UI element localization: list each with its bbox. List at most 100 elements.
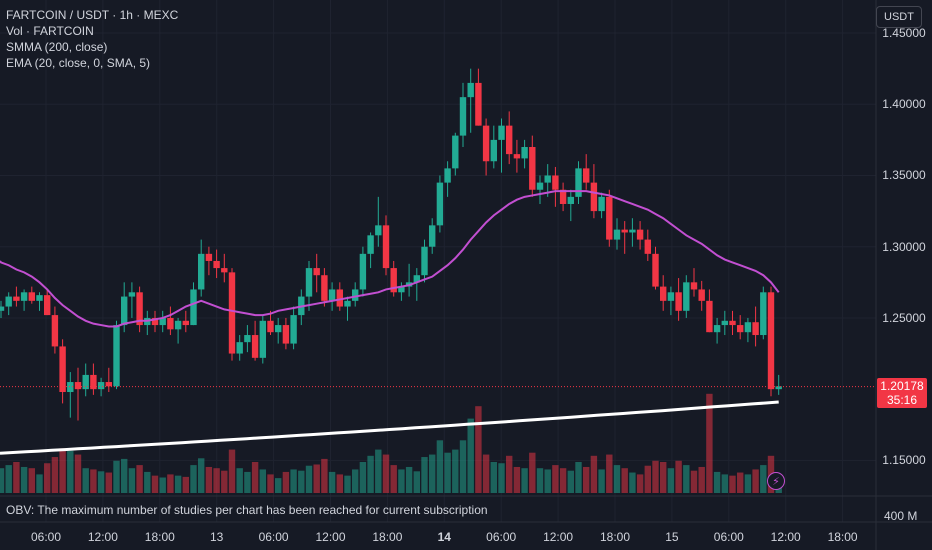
candle[interactable] — [429, 218, 436, 254]
candle[interactable] — [690, 268, 698, 297]
candle[interactable] — [59, 339, 66, 404]
candle[interactable] — [198, 239, 205, 297]
candle[interactable] — [452, 132, 459, 176]
candle[interactable] — [760, 286, 767, 340]
candle[interactable] — [236, 335, 243, 361]
candle[interactable] — [413, 268, 420, 301]
candle[interactable] — [590, 164, 598, 219]
candle[interactable] — [613, 218, 621, 250]
candle[interactable] — [513, 139, 521, 173]
candle[interactable] — [405, 263, 413, 297]
candle[interactable] — [213, 249, 220, 279]
candle[interactable] — [367, 232, 374, 269]
candle[interactable] — [444, 161, 451, 197]
candle[interactable] — [167, 306, 174, 336]
candle[interactable] — [737, 315, 744, 340]
lightning-icon[interactable]: ⚡ — [767, 472, 785, 490]
volume-study-label[interactable]: Vol · FARTCOIN — [6, 24, 94, 38]
candle[interactable] — [752, 306, 759, 347]
candle[interactable] — [5, 292, 12, 316]
candle[interactable] — [44, 289, 51, 316]
currency-button[interactable]: USDT — [876, 6, 922, 28]
candle[interactable] — [521, 139, 528, 169]
candle[interactable] — [151, 310, 159, 333]
candle[interactable] — [398, 282, 405, 301]
candle[interactable] — [328, 282, 336, 311]
candle[interactable] — [536, 175, 544, 204]
candle[interactable] — [28, 286, 35, 304]
candle[interactable] — [606, 189, 613, 247]
candle[interactable] — [629, 218, 636, 247]
smma-study-label[interactable]: SMMA (200, close) — [6, 40, 108, 54]
candle[interactable] — [544, 164, 551, 197]
candle[interactable] — [713, 317, 721, 344]
candle[interactable] — [174, 317, 182, 344]
candle[interactable] — [636, 221, 644, 250]
candle[interactable] — [321, 268, 328, 307]
candle[interactable] — [359, 246, 367, 297]
candle[interactable] — [305, 260, 313, 311]
candle[interactable] — [482, 118, 490, 176]
candle[interactable] — [706, 289, 713, 333]
candle[interactable] — [105, 367, 112, 393]
candle[interactable] — [683, 275, 690, 318]
candle[interactable] — [352, 282, 359, 307]
candle[interactable] — [113, 320, 120, 390]
candle[interactable] — [90, 363, 97, 395]
candle[interactable] — [13, 286, 20, 307]
candle[interactable] — [598, 192, 605, 219]
candle[interactable] — [559, 182, 567, 212]
candle[interactable] — [336, 282, 343, 311]
candle[interactable] — [575, 161, 582, 204]
candle[interactable] — [275, 317, 282, 344]
ema-study-label[interactable]: EMA (20, close, 0, SMA, 5) — [6, 56, 151, 70]
candle[interactable] — [552, 166, 559, 207]
candle[interactable] — [729, 310, 736, 336]
candle[interactable] — [82, 363, 89, 397]
candle[interactable] — [475, 68, 482, 126]
candle[interactable] — [767, 286, 775, 397]
candle[interactable] — [667, 286, 675, 316]
candle[interactable] — [74, 367, 82, 421]
candle[interactable] — [583, 154, 590, 190]
candle[interactable] — [506, 111, 513, 165]
candle[interactable] — [421, 239, 428, 283]
candle[interactable] — [652, 246, 659, 290]
candle[interactable] — [744, 317, 752, 343]
candle[interactable] — [313, 253, 320, 293]
candle[interactable] — [644, 229, 651, 261]
candle[interactable] — [251, 320, 259, 361]
candle[interactable] — [67, 372, 74, 418]
candle[interactable] — [490, 125, 497, 169]
candle[interactable] — [267, 310, 274, 336]
candle[interactable] — [660, 275, 667, 311]
candle[interactable] — [0, 300, 5, 318]
candle[interactable] — [244, 325, 251, 353]
candle[interactable] — [36, 292, 43, 311]
candle[interactable] — [51, 306, 59, 354]
candle[interactable] — [144, 310, 151, 336]
symbol-title[interactable]: FARTCOIN / USDT · 1h · MEXC — [6, 8, 179, 22]
candle[interactable] — [205, 246, 213, 276]
candle[interactable] — [675, 278, 682, 321]
candlesticks[interactable] — [0, 68, 782, 421]
candle[interactable] — [375, 196, 382, 247]
candle[interactable] — [159, 310, 166, 333]
candle[interactable] — [290, 306, 297, 350]
candle[interactable] — [467, 68, 474, 133]
candle[interactable] — [498, 118, 505, 173]
candle[interactable] — [282, 317, 290, 350]
candle[interactable] — [136, 286, 143, 333]
candle[interactable] — [698, 280, 705, 311]
candle[interactable] — [567, 189, 574, 222]
candle[interactable] — [128, 282, 136, 318]
candle[interactable] — [97, 377, 105, 397]
candle[interactable] — [621, 221, 628, 254]
candle[interactable] — [459, 82, 467, 148]
candle[interactable] — [182, 310, 189, 333]
candle[interactable] — [390, 260, 397, 297]
candle[interactable] — [436, 175, 444, 233]
candle[interactable] — [259, 315, 266, 364]
candle[interactable] — [20, 289, 28, 311]
